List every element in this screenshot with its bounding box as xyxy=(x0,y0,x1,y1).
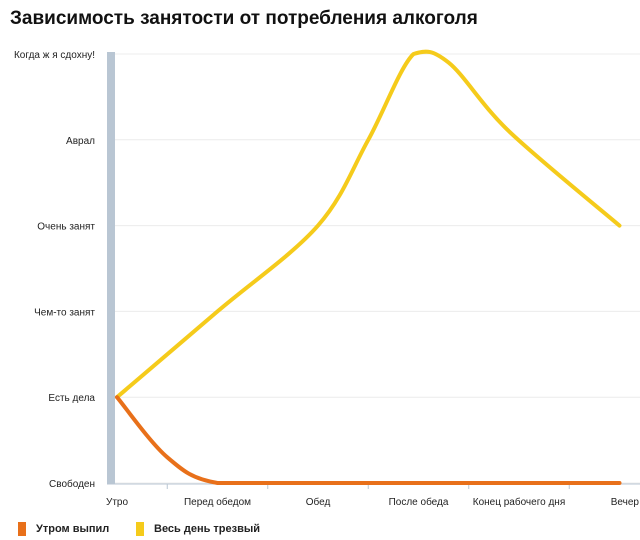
legend-item-sober: Весь день трезвый xyxy=(136,522,260,536)
legend-swatch-orange xyxy=(18,522,26,536)
x-axis-labels: Утро Перед обедом Обед После обеда Конец раб… xyxy=(106,496,639,508)
legend-label: Весь день трезвый xyxy=(154,523,261,535)
chart-title: Зависимость занятости от потребления алк… xyxy=(10,8,478,29)
x-tick-label: После обеда xyxy=(389,496,449,508)
x-tick-label: Утро xyxy=(106,497,128,508)
y-tick-label: Свободен xyxy=(49,478,95,490)
y-tick-label: Аврал xyxy=(66,136,95,147)
series-line-sober xyxy=(115,49,622,400)
y-tick-label: Когда ж я сдохну! xyxy=(14,50,95,61)
legend-swatch-yellow xyxy=(136,522,144,536)
y-axis-bar xyxy=(107,52,115,484)
y-tick-label: Очень занят xyxy=(37,222,95,233)
y-tick-label: Есть дела xyxy=(48,393,95,404)
series-lines xyxy=(115,49,622,486)
x-tick-label: Конец рабочего дня xyxy=(473,496,565,508)
legend-item-morning-drink: Утром выпил xyxy=(18,522,109,536)
series-line-morning-drink xyxy=(115,395,622,486)
legend: Утром выпил Весь день трезвый xyxy=(0,522,640,538)
x-tick-label: Перед обедом xyxy=(184,496,251,508)
legend-label: Утром выпил xyxy=(36,523,110,535)
x-tick-label: Обед xyxy=(306,496,331,508)
x-tick-label: Вечер xyxy=(611,497,640,508)
y-axis-labels: Свободен Есть дела Чем-то занят Очень занят… xyxy=(14,50,95,490)
y-tick-label: Чем-то занят xyxy=(34,307,95,318)
